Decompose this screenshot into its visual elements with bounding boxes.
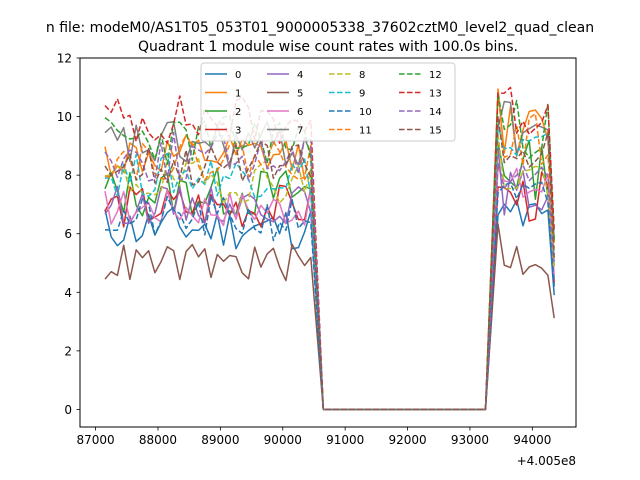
y-tick-label: 0 [64, 403, 72, 417]
legend-label-6: 6 [297, 107, 303, 118]
x-tick-label: 93000 [451, 433, 489, 447]
series-layer [104, 86, 555, 411]
series-line-8 [104, 132, 555, 411]
series-line-12 [104, 92, 555, 411]
legend-label-15: 15 [429, 126, 442, 137]
legend-label-13: 13 [429, 89, 442, 100]
x-tick-label: 91000 [326, 433, 364, 447]
legend-label-11: 11 [359, 126, 372, 137]
series-line-5 [104, 223, 555, 411]
legend-label-7: 7 [297, 126, 303, 137]
series-line-10 [104, 181, 555, 411]
x-tick-label: 88000 [139, 433, 177, 447]
x-tick-label: 94000 [513, 433, 551, 447]
y-axis: 0 2 4 6 8 10 12 [57, 52, 80, 417]
legend-label-10: 10 [359, 107, 372, 118]
series-line-0 [104, 199, 555, 411]
legend-label-8: 8 [359, 70, 365, 81]
legend-label-2: 2 [235, 107, 241, 118]
chart-title: Quadrant 1 module wise count rates with … [138, 39, 518, 55]
legend-frame [200, 62, 456, 142]
series-line-11 [104, 90, 555, 411]
legend-label-9: 9 [359, 89, 365, 100]
y-tick-label: 12 [57, 52, 72, 66]
y-tick-label: 8 [64, 169, 72, 183]
y-tick-label: 10 [57, 110, 72, 124]
plot-area-frame [79, 57, 577, 428]
x-tick-label: 92000 [388, 433, 426, 447]
series-line-6 [104, 166, 555, 411]
legend-label-5: 5 [297, 89, 303, 100]
y-tick-label: 2 [64, 344, 72, 358]
legend-label-14: 14 [429, 107, 442, 118]
x-axis: 87000 88000 89000 90000 91000 92000 93000 94000 [77, 427, 551, 447]
x-tick-label: 90000 [264, 433, 302, 447]
legend-label-3: 3 [235, 126, 241, 137]
x-tick-label: 89000 [201, 433, 239, 447]
x-axis-offset-label: +4.005e8 [517, 454, 576, 468]
x-tick-label: 87000 [77, 433, 115, 447]
legend-label-0: 0 [235, 70, 241, 81]
legend-label-1: 1 [235, 89, 241, 100]
figure-suptitle: n file: modeM0/AS1T05_053T01_9000005338_… [46, 20, 594, 36]
series-line-15 [104, 115, 555, 411]
y-tick-label: 4 [64, 286, 72, 300]
y-tick-label: 6 [64, 227, 72, 241]
series-line-9 [104, 124, 555, 411]
legend-label-4: 4 [297, 70, 303, 81]
legend-label-12: 12 [429, 70, 442, 81]
series-line-14 [104, 131, 555, 411]
